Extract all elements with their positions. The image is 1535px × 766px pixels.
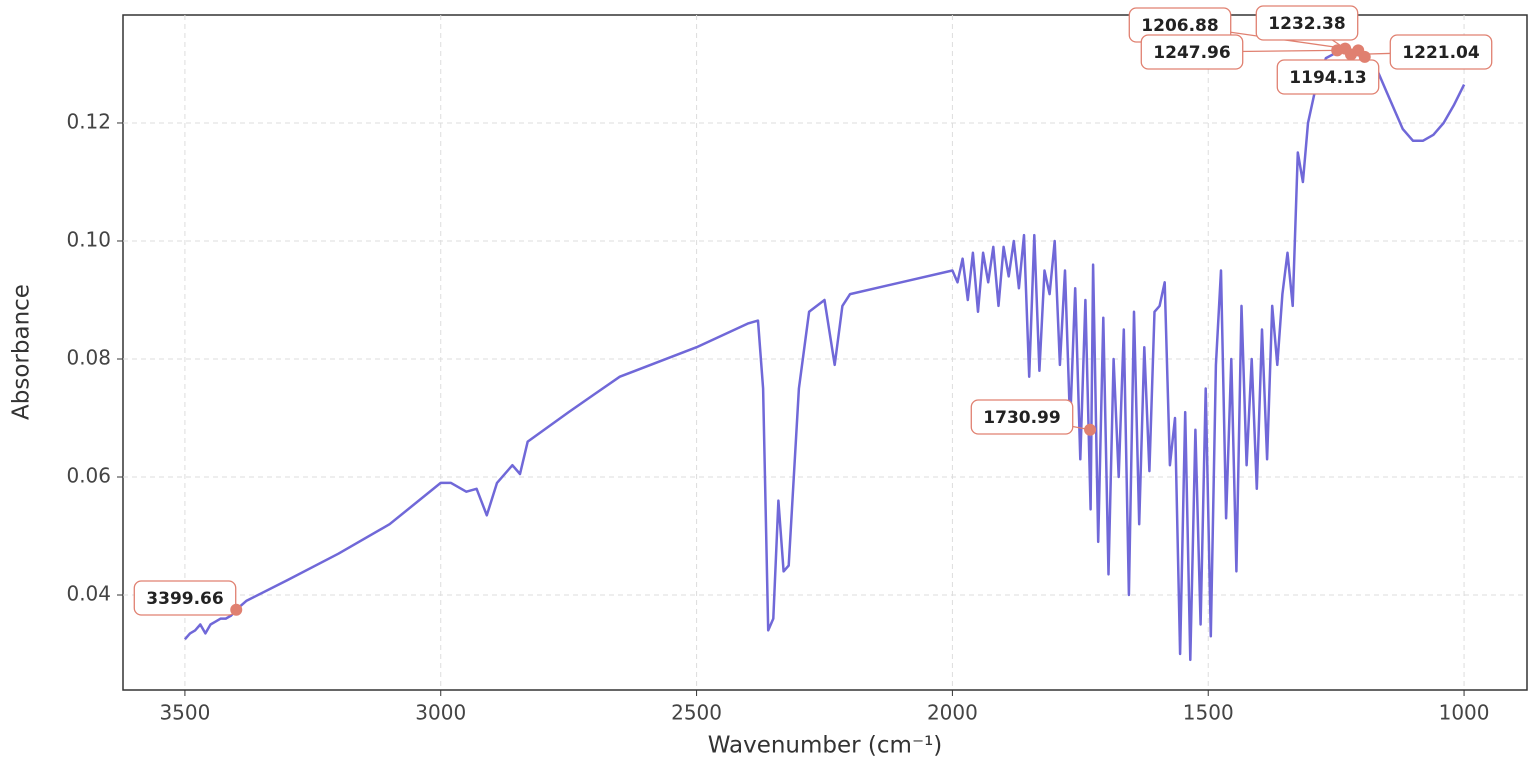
plot-frame bbox=[122, 14, 1528, 691]
annotation-label: 1206.88 bbox=[1141, 16, 1218, 36]
y-tick-label: 0.06 bbox=[66, 463, 111, 487]
annotation-box bbox=[970, 399, 1074, 435]
annotation-label: 1194.13 bbox=[1289, 68, 1366, 88]
annotation-box bbox=[1276, 59, 1380, 95]
annotation-point bbox=[1344, 48, 1357, 61]
annotation: 3399.66 bbox=[133, 580, 243, 616]
annotation: 1247.96 bbox=[1140, 34, 1344, 70]
annotation-box bbox=[1389, 34, 1493, 70]
annotation-label: 3399.66 bbox=[146, 589, 223, 609]
annotation-box bbox=[1140, 34, 1244, 70]
x-tick-label: 1500 bbox=[1183, 701, 1234, 725]
annotation-label: 1247.96 bbox=[1153, 43, 1230, 63]
x-axis-label: Wavenumber (cm⁻¹) bbox=[708, 733, 943, 759]
spectrum-line bbox=[183, 45, 1466, 662]
x-tick-label: 3000 bbox=[415, 701, 466, 725]
y-tick-label: 0.08 bbox=[66, 345, 111, 369]
annotation: 1194.13 bbox=[1276, 50, 1380, 95]
annotation-label: 1232.38 bbox=[1268, 14, 1345, 34]
annotation-label: 1730.99 bbox=[983, 408, 1060, 428]
x-tick-label: 1000 bbox=[1439, 701, 1490, 725]
annotation-box bbox=[1255, 5, 1359, 41]
x-tick-label: 3500 bbox=[159, 701, 210, 725]
annotation-box bbox=[133, 580, 237, 616]
annotation: 1730.99 bbox=[970, 399, 1097, 436]
annotation-label: 1221.04 bbox=[1402, 43, 1480, 63]
annotation-point bbox=[1331, 44, 1344, 57]
y-tick-label: 0.04 bbox=[66, 582, 111, 606]
annotation: 1232.38 bbox=[1255, 5, 1359, 55]
x-tick-label: 2500 bbox=[671, 701, 722, 725]
y-tick-label: 0.12 bbox=[66, 109, 111, 133]
annotation: 1221.04 bbox=[1344, 34, 1493, 70]
x-tick-label: 2000 bbox=[927, 701, 978, 725]
y-tick-label: 0.10 bbox=[66, 227, 111, 251]
annotation-point bbox=[1084, 423, 1097, 436]
annotation-point bbox=[1358, 50, 1371, 63]
y-axis-label: Absorbance bbox=[9, 284, 35, 420]
annotation-point bbox=[230, 603, 243, 616]
